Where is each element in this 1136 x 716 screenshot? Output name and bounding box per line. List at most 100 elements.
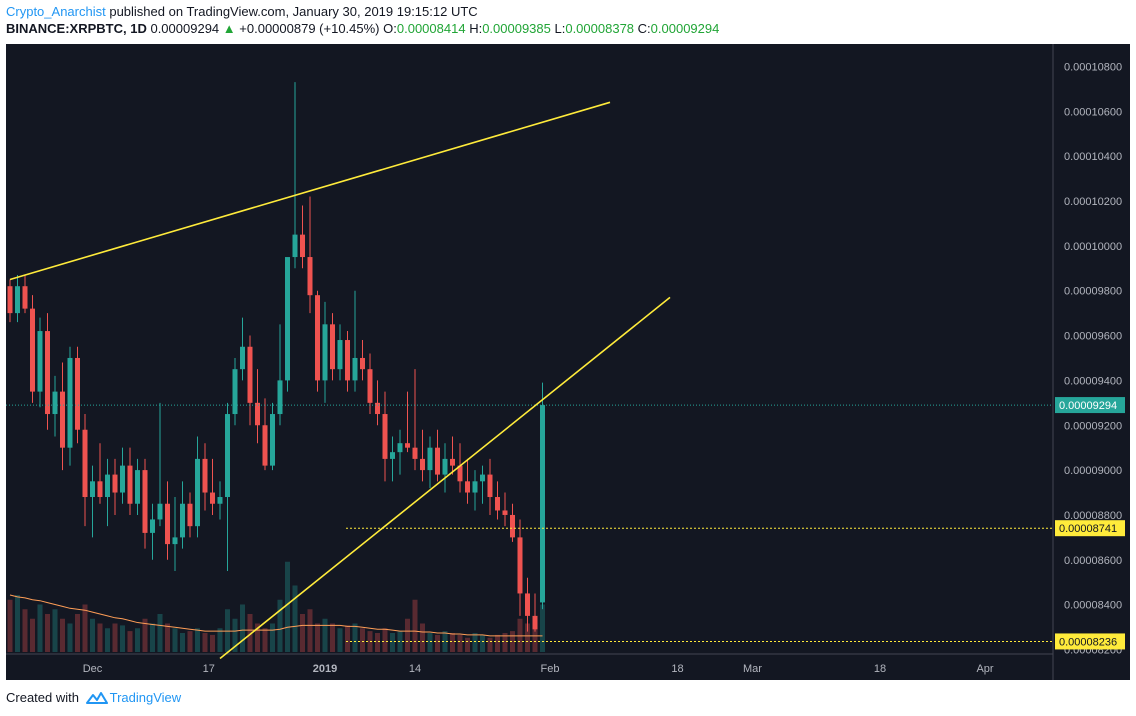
- candle-body: [202, 458, 208, 493]
- volume-bar: [540, 604, 545, 652]
- candle-body: [525, 593, 530, 616]
- candle-body: [412, 447, 418, 459]
- author-link[interactable]: Crypto_Anarchist: [6, 4, 106, 19]
- symbol-label[interactable]: BINANCE:XRPBTC, 1D: [6, 21, 147, 36]
- candle-body: [120, 465, 125, 493]
- candle-body: [352, 357, 358, 381]
- last-price: 0.00009294: [150, 21, 220, 36]
- price-tick-label: 0.00009400: [1064, 375, 1122, 387]
- price-tick-label: 0.00008600: [1064, 555, 1122, 567]
- volume-bar: [262, 628, 268, 652]
- volume-bar: [105, 628, 110, 652]
- volume-bar: [270, 623, 275, 652]
- candle-body: [375, 402, 380, 415]
- volume-bar: [157, 614, 163, 652]
- candle-body: [180, 503, 185, 538]
- candle-body: [82, 429, 88, 498]
- volume-bar: [210, 634, 215, 652]
- level-price-badge[interactable]: [1055, 633, 1125, 650]
- volume-bar: [45, 614, 50, 652]
- volume-bar: [60, 618, 65, 652]
- candle-body: [442, 458, 448, 475]
- tradingview-brand-link[interactable]: TradingView: [109, 690, 182, 705]
- candle-body: [345, 340, 350, 381]
- level-price-badge-label: 0.00008741: [1059, 523, 1117, 535]
- volume-bar: [82, 604, 88, 652]
- open-label: O:: [383, 21, 397, 36]
- volume-bar: [285, 561, 290, 652]
- volume-bar: [382, 628, 388, 652]
- candle-body: [210, 492, 215, 504]
- price-tick-label: 0.00010800: [1064, 61, 1122, 73]
- price-tick-label: 0.00010600: [1064, 106, 1122, 118]
- candle-body: [322, 324, 328, 381]
- candle-body: [540, 405, 545, 603]
- time-tick-label: 2019: [313, 663, 337, 675]
- candle-body: [135, 470, 140, 504]
- price-chart[interactable]: 0.00010800 0.00010600 0.00010400 0.00010200…: [6, 44, 1130, 680]
- volume-layer: [7, 561, 545, 652]
- volume-bar: [75, 614, 80, 652]
- volume-bar: [232, 618, 238, 652]
- volume-bar: [442, 631, 448, 652]
- level-price-badge-label: 0.00008236: [1059, 636, 1117, 648]
- candle-body: [487, 474, 493, 498]
- tradingview-logo-icon: [85, 692, 108, 704]
- volume-bar: [22, 609, 28, 652]
- up-arrow-icon: ▲: [222, 21, 236, 36]
- candle-body: [337, 340, 343, 370]
- candle-body: [127, 465, 133, 504]
- time-tick-label: Dec: [83, 663, 103, 675]
- volume-bar: [435, 634, 440, 652]
- candle-body: [517, 537, 523, 594]
- volume-bar: [450, 633, 455, 652]
- candle-body: [532, 615, 538, 630]
- candle-body: [60, 391, 65, 448]
- trendline[interactable]: [9, 101, 611, 281]
- time-tick-label: 18: [671, 663, 683, 675]
- volume-bar: [337, 628, 343, 652]
- candle-body: [30, 308, 35, 392]
- candle-body: [472, 481, 478, 493]
- candle-body: [465, 481, 470, 493]
- volume-bar: [7, 599, 13, 652]
- candle-body: [307, 257, 313, 296]
- volume-bar: [495, 634, 500, 652]
- candles-layer: [7, 82, 545, 632]
- close-label: C:: [637, 21, 651, 36]
- volume-bar: [195, 628, 200, 652]
- volume-bar: [307, 609, 313, 652]
- candle-body: [97, 481, 103, 498]
- last-price-badge-label: 0.00009294: [1059, 400, 1117, 412]
- trendline[interactable]: [219, 296, 671, 660]
- price-tick-label: 0.00009800: [1064, 286, 1122, 298]
- drawings-layer: [6, 101, 1053, 660]
- candle-body: [157, 503, 163, 520]
- time-tick-label: 14: [409, 663, 421, 675]
- level-price-badge[interactable]: [1055, 520, 1125, 537]
- volume-bar: [187, 631, 193, 652]
- volume-bar: [180, 633, 185, 652]
- volume-bar: [375, 633, 380, 652]
- candle-body: [262, 425, 268, 466]
- candle-body: [45, 331, 50, 415]
- price-tick-label: 0.00010000: [1064, 241, 1122, 253]
- price-tick-label: 0.00010400: [1064, 151, 1122, 163]
- volume-bar: [142, 618, 148, 652]
- candle-body: [52, 391, 58, 415]
- candle-body: [112, 474, 118, 493]
- volume-bar: [112, 623, 118, 652]
- volume-bar: [300, 614, 305, 652]
- chart-area[interactable]: 0.00010800 0.00010600 0.00010400 0.00010200…: [6, 44, 1130, 680]
- candle-body: [457, 465, 463, 482]
- volume-bar: [412, 599, 418, 652]
- volume-bar: [292, 585, 298, 652]
- price-change: +0.00000879 (+10.45%): [239, 21, 380, 36]
- price-tick-label: 0.00008400: [1064, 600, 1122, 612]
- candle-body: [247, 346, 253, 403]
- time-axis[interactable]: Dec 17 2019 14 Feb 18 Mar 18 Apr: [83, 663, 994, 675]
- volume-bar: [202, 633, 208, 652]
- volume-bar: [502, 633, 508, 652]
- published-text: published on TradingView.com, January 30…: [109, 4, 478, 19]
- price-axis[interactable]: 0.00010800 0.00010600 0.00010400 0.00010200…: [1055, 61, 1125, 657]
